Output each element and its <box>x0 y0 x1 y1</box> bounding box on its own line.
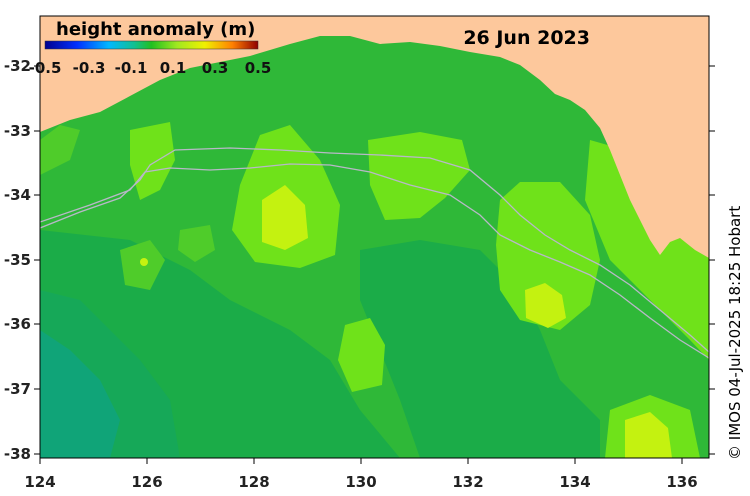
peak-anomaly-regions <box>140 185 672 458</box>
colorbar-tick-label: 0.5 <box>245 59 272 77</box>
high-region-3 <box>368 132 470 220</box>
y-axis: -32 -33 -34 -35 -36 -37 -38 <box>4 57 715 463</box>
x-tick-label: 130 <box>345 473 376 491</box>
y-tick-label: -35 <box>4 251 31 269</box>
plot-area <box>40 16 709 458</box>
colorbar-gradient <box>44 40 259 50</box>
plot-frame <box>39 15 710 459</box>
high-region-8 <box>40 125 80 175</box>
y-tick-label: -33 <box>4 122 31 140</box>
y-tick-label: -34 <box>4 186 31 204</box>
y-tick-label: -32 <box>4 57 31 75</box>
high-region-5 <box>338 318 385 392</box>
peak-region-4 <box>140 258 148 266</box>
high-region-1 <box>130 122 175 200</box>
colorbar-legend: height anomaly (m) -0.5 -0.3 -0.1 0.1 0.… <box>29 19 272 77</box>
isobath-contours <box>40 147 709 359</box>
colorbar-tick-label: 0.1 <box>160 59 187 77</box>
x-tick-label: 126 <box>131 473 162 491</box>
isobath-deep <box>40 163 709 359</box>
map-date: 26 Jun 2023 <box>463 27 590 49</box>
land-mass <box>40 16 709 258</box>
x-tick-label: 124 <box>24 473 55 491</box>
peak-region-3 <box>625 412 672 458</box>
x-tick-label: 134 <box>559 473 590 491</box>
high-region-4 <box>496 182 600 330</box>
x-axis: 124 126 128 130 132 134 136 <box>24 458 698 491</box>
x-tick-label: 132 <box>452 473 483 491</box>
southwest-lowest-region <box>40 330 120 458</box>
colorbar-tick-label: -0.3 <box>73 59 106 77</box>
colorbar-tick-label: -0.5 <box>29 59 62 77</box>
credit-text: © IMOS 04-Jul-2025 18:25 Hobart <box>726 206 744 460</box>
colorbar-tick-label: -0.1 <box>115 59 148 77</box>
y-tick-label: -38 <box>4 445 31 463</box>
colorbar-tick-label: 0.3 <box>202 59 229 77</box>
low-anomaly-regions <box>40 230 600 458</box>
peak-region-2 <box>525 283 566 328</box>
y-tick-label: -37 <box>4 380 31 398</box>
x-tick-label: 128 <box>238 473 269 491</box>
y-tick-label: -36 <box>4 315 31 333</box>
colorbar-title: height anomaly (m) <box>56 19 255 40</box>
peak-region-1 <box>262 185 308 250</box>
central-low-region <box>360 240 600 458</box>
x-tick-label: 136 <box>666 473 697 491</box>
high-region-9 <box>178 225 215 262</box>
